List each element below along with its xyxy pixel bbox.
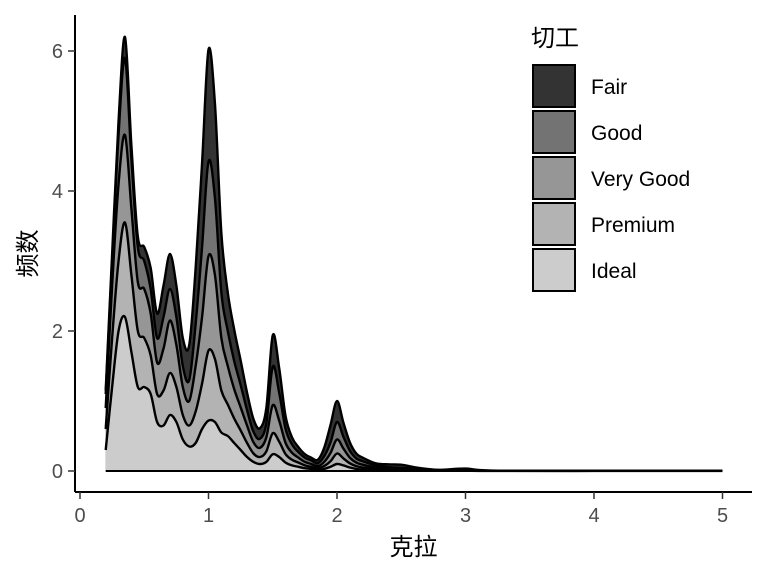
legend-swatch bbox=[532, 202, 576, 246]
y-tick-label: 0 bbox=[52, 461, 63, 483]
y-axis-title: 频数 bbox=[14, 230, 42, 278]
x-tick-label: 5 bbox=[717, 505, 728, 527]
legend-swatch bbox=[532, 64, 576, 108]
y-tick-label: 2 bbox=[52, 321, 63, 343]
legend-swatch bbox=[532, 156, 576, 200]
x-tick-label: 2 bbox=[331, 505, 342, 527]
y-tick-label: 4 bbox=[52, 181, 63, 203]
axes: 0 1 2 3 4 5 0 2 4 6 bbox=[52, 15, 752, 527]
legend: 切工 Fair Good Very Good Premium Ideal bbox=[531, 24, 690, 292]
x-tick-label: 3 bbox=[460, 505, 471, 527]
legend-label: Ideal bbox=[591, 260, 637, 283]
x-tick-label: 4 bbox=[588, 505, 599, 527]
legend-swatch bbox=[532, 248, 576, 292]
x-tick-label: 0 bbox=[74, 505, 85, 527]
outline-fair bbox=[104, 35, 723, 472]
outline-good bbox=[104, 56, 723, 472]
area-ideal bbox=[105, 315, 723, 471]
plot-area bbox=[104, 35, 723, 473]
legend-label: Very Good bbox=[591, 168, 690, 191]
legend-label: Fair bbox=[591, 76, 627, 99]
legend-swatch bbox=[532, 110, 576, 154]
x-tick-label: 1 bbox=[203, 505, 214, 527]
x-axis-title: 克拉 bbox=[390, 533, 438, 561]
legend-label: Good bbox=[591, 122, 642, 145]
legend-label: Premium bbox=[591, 214, 675, 237]
legend-title: 切工 bbox=[531, 24, 579, 52]
y-tick-label: 6 bbox=[52, 41, 63, 63]
